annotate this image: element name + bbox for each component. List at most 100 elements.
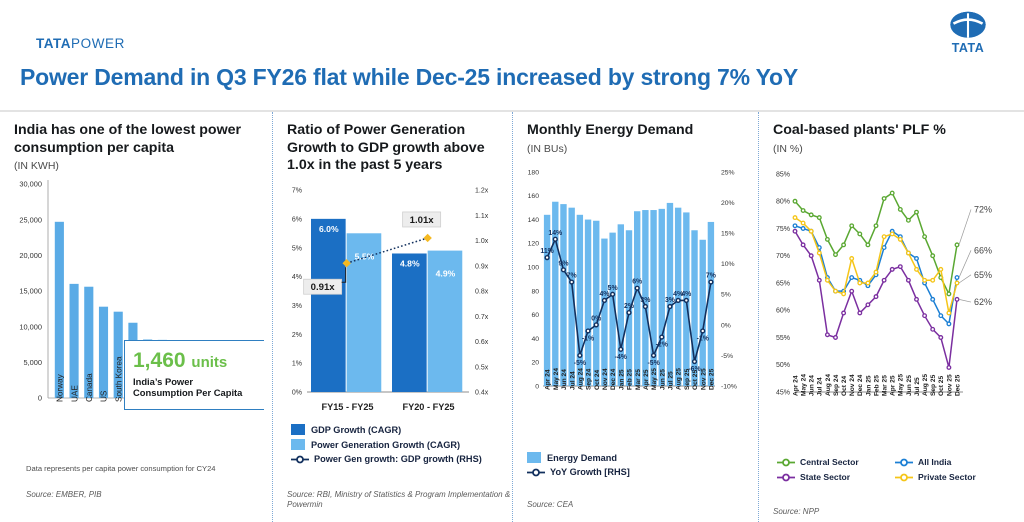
svg-text:7%: 7% [706, 273, 716, 280]
svg-text:May 25: May 25 [651, 368, 658, 390]
svg-text:2%: 2% [292, 332, 302, 339]
svg-text:5,000: 5,000 [24, 358, 43, 367]
svg-text:Canada: Canada [85, 373, 94, 402]
svg-text:7%: 7% [292, 188, 302, 195]
svg-text:60%: 60% [776, 308, 790, 315]
svg-text:1.1x: 1.1x [475, 213, 489, 220]
legend-label: State Sector [800, 472, 851, 482]
panel2-source: Source: RBI, Ministry of Statistics & Pr… [287, 490, 511, 510]
monthly-demand-chart: 0 20 40 60 80 100 120 140 160 180 -10% -5% 0% 5% 10% 15… [528, 169, 737, 390]
svg-text:Apr 25: Apr 25 [643, 369, 650, 390]
svg-text:25%: 25% [721, 169, 735, 176]
svg-text:Sep 24: Sep 24 [586, 368, 593, 390]
panel4-title: Coal-based plants' PLF % [773, 122, 946, 138]
svg-text:120: 120 [528, 241, 540, 248]
legend-label: Energy Demand [547, 452, 617, 463]
svg-text:-10%: -10% [721, 383, 737, 390]
svg-text:3%: 3% [292, 303, 302, 310]
svg-text:Apr 24: Apr 24 [792, 375, 799, 396]
svg-text:66%: 66% [974, 245, 992, 255]
svg-text:Sep 25: Sep 25 [684, 368, 691, 390]
svg-text:0: 0 [535, 383, 539, 390]
svg-text:30,000: 30,000 [19, 180, 42, 189]
india-consumption-callout: 1,460 units India’s Power Consumption Pe… [124, 340, 264, 410]
svg-text:Nov 24: Nov 24 [602, 368, 609, 390]
svg-text:May 24: May 24 [553, 368, 560, 390]
svg-text:4.9%: 4.9% [436, 269, 456, 279]
svg-text:2%: 2% [624, 303, 634, 310]
panel4-legend: Central Sector All India State Sector Priva… [777, 457, 1017, 487]
legend-item: YoY Growth [RHS] [527, 467, 630, 477]
brand-logo: TATAPOWER [36, 36, 125, 51]
svg-text:Nov 24: Nov 24 [849, 374, 856, 396]
svg-text:Aug 24: Aug 24 [825, 374, 832, 396]
panel2-title: Ratio of Power Generation Growth to GDP … [287, 122, 485, 174]
svg-text:1.01x: 1.01x [410, 215, 435, 226]
svg-text:20%: 20% [721, 200, 735, 207]
svg-text:Jul 24: Jul 24 [817, 377, 824, 396]
panel3-legend: Energy Demand YoY Growth [RHS] [527, 452, 630, 481]
svg-text:72%: 72% [974, 204, 992, 214]
header-divider [0, 110, 1024, 112]
svg-text:Dec 25: Dec 25 [709, 368, 716, 390]
svg-text:0: 0 [38, 394, 42, 403]
svg-text:4%: 4% [673, 291, 683, 298]
svg-text:60: 60 [531, 312, 539, 319]
svg-text:Jun 25: Jun 25 [659, 369, 666, 390]
svg-text:85%: 85% [776, 171, 790, 178]
svg-text:65%: 65% [974, 270, 992, 280]
svg-text:0.91x: 0.91x [311, 282, 336, 293]
legend-label: Power Gen growth: GDP growth (RHS) [314, 454, 482, 464]
svg-text:TATA: TATA [952, 41, 985, 55]
svg-text:9%: 9% [558, 260, 568, 267]
svg-text:Mar 25: Mar 25 [635, 369, 642, 390]
legend-label: YoY Growth [RHS] [550, 467, 630, 477]
svg-text:14%: 14% [548, 230, 562, 237]
svg-text:Oct 25: Oct 25 [692, 370, 699, 390]
svg-text:45%: 45% [776, 389, 790, 396]
legend-label: Power Generation Growth (CAGR) [311, 439, 461, 450]
callout-caption-line2: Consumption Per Capita [133, 387, 243, 399]
legend-item: Private Sector [895, 472, 1013, 482]
svg-text:0.7x: 0.7x [475, 314, 489, 321]
svg-text:Jan 25: Jan 25 [618, 369, 625, 390]
svg-text:Oct 24: Oct 24 [841, 376, 848, 396]
svg-text:1.0x: 1.0x [475, 238, 489, 245]
legend-swatch-icon [291, 424, 305, 435]
panel3-subtitle: (IN BUs) [527, 142, 568, 155]
svg-text:Feb 25: Feb 25 [873, 375, 880, 396]
legend-label: Central Sector [800, 457, 859, 467]
svg-text:80: 80 [531, 288, 539, 295]
svg-text:5%: 5% [721, 292, 731, 299]
legend-label: Private Sector [918, 472, 976, 482]
panel1-title: India has one of the lowest power consum… [14, 122, 242, 156]
svg-text:0.6x: 0.6x [475, 339, 489, 346]
svg-text:4%: 4% [599, 291, 609, 298]
svg-text:Dec 24: Dec 24 [610, 368, 617, 390]
svg-text:-1%: -1% [582, 335, 594, 342]
svg-text:65%: 65% [776, 280, 790, 287]
svg-text:-5%: -5% [574, 360, 586, 367]
callout-caption-line1: India’s Power [133, 376, 194, 387]
svg-text:-5%: -5% [647, 360, 659, 367]
svg-text:-4%: -4% [615, 354, 627, 361]
page-title: Power Demand in Q3 FY26 flat while Dec-2… [20, 64, 799, 90]
svg-text:0.9x: 0.9x [475, 263, 489, 270]
svg-text:4%: 4% [292, 274, 302, 281]
callout-value-row: 1,460 units [125, 341, 264, 371]
tata-corporate-logo-icon: TATA [950, 11, 986, 55]
panel3-source: Source: CEA [527, 500, 574, 509]
svg-text:0.4x: 0.4x [475, 390, 489, 397]
svg-text:UAE: UAE [70, 385, 79, 402]
panel-monthly-energy-demand: Monthly Energy Demand (IN BUs) 0 20 40 60 80… [512, 112, 758, 522]
svg-text:10%: 10% [721, 261, 735, 268]
svg-text:0%: 0% [591, 315, 601, 322]
panel-per-capita: India has one of the lowest power consum… [0, 112, 272, 522]
svg-text:6.0%: 6.0% [319, 224, 339, 234]
legend-item: Power Gen growth: GDP growth (RHS) [291, 454, 482, 464]
svg-text:7%: 7% [567, 273, 577, 280]
gen-gdp-ratio-chart: 0% 1% 2% 3% 4% 5% 6% 7% 0.4x 0.5x 0.6x 0.7x 0.8x 0.9x… [292, 188, 489, 412]
legend-item: Energy Demand [527, 452, 630, 463]
svg-text:Apr 24: Apr 24 [545, 369, 552, 390]
